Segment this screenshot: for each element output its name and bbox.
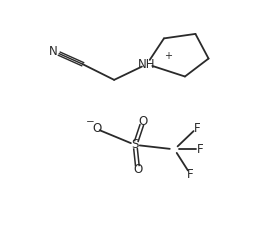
Text: O: O [133,163,142,176]
Text: S: S [131,138,139,151]
Text: F: F [197,143,204,156]
Text: NH: NH [138,58,156,71]
Text: F: F [193,122,200,135]
Text: O: O [138,115,148,128]
Text: −: − [85,117,94,128]
Text: +: + [165,51,173,61]
Text: N: N [49,45,58,58]
Text: O: O [92,122,102,135]
Text: F: F [187,168,193,180]
